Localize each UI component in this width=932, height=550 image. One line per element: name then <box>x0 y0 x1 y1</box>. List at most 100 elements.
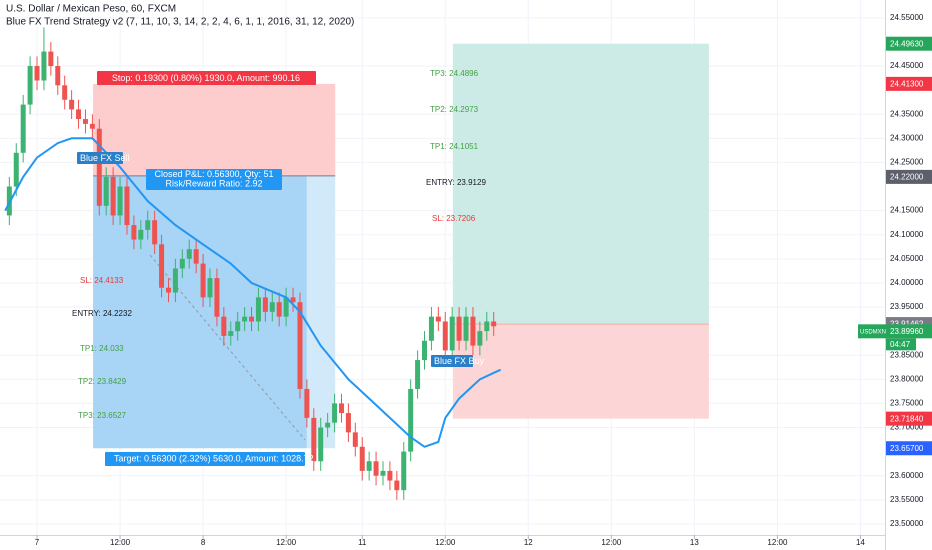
candle-body <box>276 302 282 317</box>
candle-body <box>152 220 158 245</box>
stop-label: Stop: 0.19300 (0.80%) 1930.0, Amount: 99… <box>112 73 300 83</box>
candle-body <box>366 461 372 471</box>
price-badge <box>886 411 932 426</box>
pnl-label: Closed P&L: 0.56300, Qty: 51 <box>154 169 273 179</box>
candle-body <box>235 321 241 332</box>
x-tick-label: 7 <box>35 538 40 547</box>
candle-body <box>82 119 88 124</box>
long-stop-zone <box>452 324 709 419</box>
strategy-annotation: ENTRY: 23.9129 <box>426 178 486 187</box>
y-tick-label: 24.10000 <box>890 230 924 239</box>
sell-signal-box <box>77 152 123 164</box>
candle-body <box>76 109 82 120</box>
price-badge <box>886 441 932 456</box>
candle-body <box>165 287 171 293</box>
price-badge-label: 23.65700 <box>890 444 924 453</box>
buy-signal-box <box>431 355 473 367</box>
y-tick-label: 24.30000 <box>890 133 924 142</box>
x-tick-label: 12:00 <box>767 538 788 547</box>
long-target-zone <box>452 43 709 325</box>
target-label-box <box>105 452 305 466</box>
strategy-annotation: TP2: 23.8429 <box>78 377 127 386</box>
candle-body <box>27 66 33 105</box>
price-badge <box>886 324 932 339</box>
stop-zone <box>93 83 336 176</box>
y-tick-label: 24.45000 <box>890 61 924 70</box>
candle-body <box>145 220 151 230</box>
candle-body <box>103 176 109 206</box>
candle-body <box>131 225 137 240</box>
y-tick-label: 24.25000 <box>890 158 924 167</box>
candle-body <box>124 186 130 226</box>
strategy-annotation: SL: 23.7206 <box>432 214 476 223</box>
strategy-annotation: TP3: 24.4896 <box>430 69 479 78</box>
candle-body <box>207 278 213 298</box>
candle-body <box>470 316 476 346</box>
candle-body <box>304 388 310 418</box>
y-tick-label: 23.95000 <box>890 302 924 311</box>
candle-body <box>255 297 261 322</box>
buy-signal: Blue FX Buy <box>434 356 485 366</box>
candle-body <box>477 331 483 346</box>
y-tick-label: 24.00000 <box>890 278 924 287</box>
y-tick-label: 23.80000 <box>890 374 924 383</box>
x-tick-label: 12 <box>524 538 533 547</box>
y-tick-label: 23.50000 <box>890 519 924 528</box>
strategy-annotation: TP3: 23.6527 <box>78 411 127 420</box>
sell-signal: Blue FX Sell <box>80 153 130 163</box>
target-zone-rest <box>306 175 336 449</box>
candle-body <box>373 461 379 476</box>
y-tick-label: 24.15000 <box>890 206 924 215</box>
candle-body <box>332 403 338 423</box>
candle-body <box>117 186 123 216</box>
candle-body <box>345 413 351 433</box>
axis: 24.55000 24.45000 24.35000 24.30000 24.25000… <box>35 13 932 547</box>
candle-body <box>338 403 344 414</box>
price-badge-label: 23.71840 <box>890 414 924 423</box>
candle-body <box>13 152 19 187</box>
candle-body <box>96 128 102 206</box>
candle-body <box>179 258 185 269</box>
candle-body <box>69 99 75 110</box>
candle-body <box>34 66 40 81</box>
candle-body <box>41 51 47 81</box>
y-tick-label: 23.70000 <box>890 423 924 432</box>
x-tick-label: 11 <box>358 538 367 547</box>
y-tick-label: 24.35000 <box>890 109 924 118</box>
x-tick-label: 12:00 <box>110 538 131 547</box>
candle-body <box>449 316 455 351</box>
x-tick-label: 8 <box>201 538 206 547</box>
x-tick-label: 12:00 <box>601 538 622 547</box>
strategy-annotation: TP1: 24.1051 <box>430 142 479 151</box>
candle-body <box>394 480 400 491</box>
candle-body <box>221 316 227 336</box>
candle-body <box>242 316 248 322</box>
candle-body <box>380 470 386 476</box>
price-badge-label: 23.91462 <box>890 320 924 329</box>
candle-body <box>297 302 303 389</box>
candle-body <box>172 268 178 293</box>
candle-body <box>415 360 421 389</box>
candle-body <box>200 263 206 298</box>
candle-body <box>456 316 462 341</box>
countdown-badge <box>886 338 916 351</box>
plot <box>4 27 502 500</box>
x-tick-label: 14 <box>856 538 865 547</box>
candle-body <box>435 316 441 322</box>
moving-average <box>4 137 502 448</box>
labels: Stop: 0.19300 (0.80%) 1930.0, Amount: 99… <box>72 69 486 466</box>
candle-body <box>442 321 448 351</box>
candle-body <box>283 297 289 317</box>
symbol-badge <box>858 324 886 339</box>
candle-body <box>186 249 192 259</box>
candle-body <box>89 123 95 129</box>
candle-body <box>55 66 61 86</box>
y-tick-label: 23.55000 <box>890 495 924 504</box>
strategy-annotation: ENTRY: 24.2232 <box>72 309 132 318</box>
candle-body <box>62 85 68 100</box>
candle-body <box>352 432 358 447</box>
chart-subtitle: Blue FX Trend Strategy v2 (7, 11, 10, 3,… <box>6 17 354 28</box>
candle-body <box>387 470 393 481</box>
candle-body <box>359 446 365 471</box>
y-tick-label: 23.75000 <box>890 399 924 408</box>
